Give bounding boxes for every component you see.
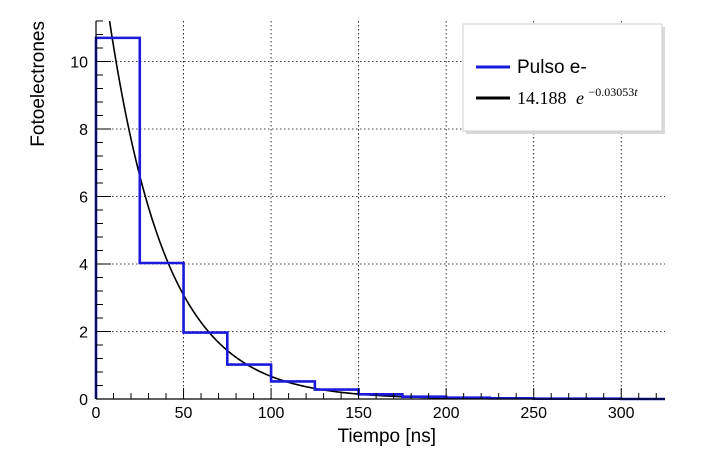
x-tick-label: 100 xyxy=(258,405,285,422)
legend-fit-coefficient: 14.188 xyxy=(517,88,567,108)
y-axis-title: Fotoelectrones xyxy=(28,21,49,147)
y-tick-label: 6 xyxy=(79,190,88,207)
x-tick-label: 250 xyxy=(520,405,547,422)
x-tick-label: 50 xyxy=(175,405,193,422)
axes xyxy=(95,20,665,400)
legend-fit-variable: t xyxy=(634,85,638,99)
x-tick-labels: 0 50 100 150 200 250 300 xyxy=(92,405,635,422)
legend-fit-exponent: −0.03053 xyxy=(589,85,635,99)
x-tick-label: 200 xyxy=(433,405,460,422)
x-tick-label: 300 xyxy=(608,405,635,422)
legend-label-pulso: Pulso e- xyxy=(517,57,587,78)
legend-box xyxy=(462,23,663,132)
y-tick-label: 2 xyxy=(79,325,88,342)
y-tick-label: 10 xyxy=(70,55,88,72)
y-tick-label: 8 xyxy=(79,122,88,139)
x-tick-label: 0 xyxy=(92,405,101,422)
y-tick-label: 0 xyxy=(79,392,88,409)
y-tick-labels: 0 2 4 6 8 10 xyxy=(70,55,88,410)
legend: Pulso e- 14.188 e −0.03053t xyxy=(462,23,665,134)
legend-label-fit: 14.188 e −0.03053t xyxy=(517,85,638,108)
legend-fit-base: e xyxy=(576,88,584,108)
x-tick-label: 150 xyxy=(345,405,372,422)
x-axis-title: Tiempo [ns] xyxy=(337,426,436,447)
y-tick-label: 4 xyxy=(79,257,88,274)
grid xyxy=(96,21,665,399)
